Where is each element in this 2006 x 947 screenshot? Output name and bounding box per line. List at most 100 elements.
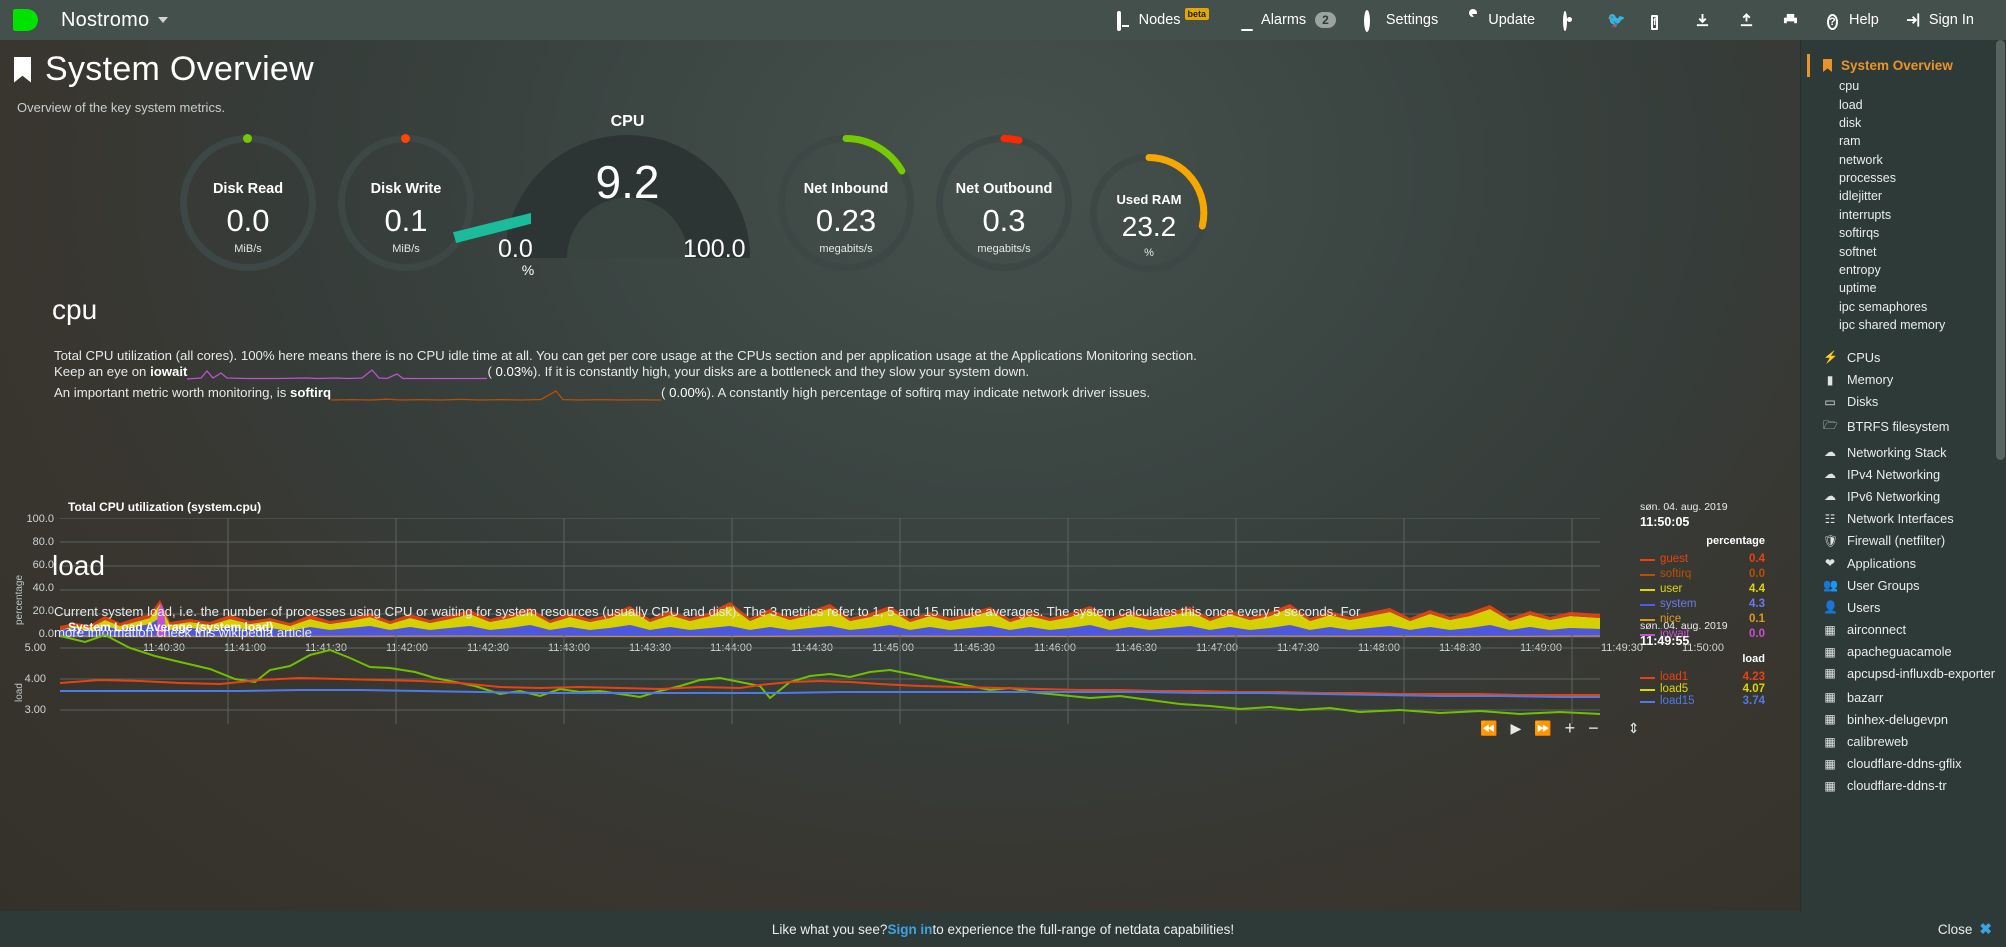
nav-nodes[interactable]: Nodes beta <box>1103 0 1225 40</box>
sidebar-item-cpus[interactable]: ⚡ CPUs <box>1801 346 2006 368</box>
nav-settings[interactable]: Settings <box>1350 0 1452 40</box>
sidebar-item-network-interfaces[interactable]: ☷ Network Interfaces <box>1801 508 2006 530</box>
nav-twitter[interactable]: 🐦 <box>1593 0 1637 40</box>
legend-series-value: 0.1 <box>1749 613 1765 625</box>
netdata-logo-icon[interactable] <box>9 3 43 37</box>
resize-icon[interactable]: ⇕ <box>1627 720 1640 736</box>
sidebar-item-ipv4[interactable]: ☁ IPv4 Networking <box>1801 463 2006 485</box>
sidebar-scrollbar[interactable] <box>1996 40 2005 460</box>
sidebar-item-applications[interactable]: ❤ Applications <box>1801 552 2006 574</box>
nav-github[interactable] <box>1549 0 1593 40</box>
cpu-legend-time: 11:50:05 <box>1640 515 1690 529</box>
sidebar-item-airconnect[interactable]: ▦ airconnect <box>1801 619 2006 641</box>
zoom-out-icon[interactable]: − <box>1588 718 1599 738</box>
legend-row-load5[interactable]: load5 4.07 <box>1640 683 1765 696</box>
gauge-net-inbound[interactable]: Net Inbound 0.23 megabits/s <box>778 135 914 271</box>
sidebar-item-ipc-semaphores[interactable]: ipc semaphores <box>1839 299 1928 314</box>
nav-import[interactable] <box>1681 0 1725 40</box>
legend-row-iowait[interactable]: iowait 0.0 <box>1640 628 1765 641</box>
zoom-in-icon[interactable]: + <box>1564 718 1576 738</box>
banner-signin-link[interactable]: Sign in <box>887 921 933 937</box>
nav-update[interactable]: Update <box>1452 0 1549 40</box>
sidebar-item-memory[interactable]: ▮ Memory <box>1801 368 2006 390</box>
gauges-row: Disk Read 0.0 MiB/s Disk Write 0.1 MiB/s… <box>0 120 1390 295</box>
sidebar-item-networking-stack[interactable]: ☁ Networking Stack <box>1801 441 2006 463</box>
gauge-ring <box>778 135 914 271</box>
sidebar-item-cpu[interactable]: cpu <box>1839 79 1860 94</box>
sidebar-item-load[interactable]: load <box>1839 97 1863 112</box>
sidebar-item-disk[interactable]: disk <box>1839 115 1862 130</box>
gauge-units: MiB/s <box>392 243 420 255</box>
legend-row-softirq[interactable]: softirq 0.0 <box>1640 568 1765 581</box>
gauge-disk-write[interactable]: Disk Write 0.1 MiB/s <box>338 134 474 271</box>
grid-icon: ▦ <box>1824 778 1836 793</box>
sidebar-item-ipv6[interactable]: ☁ IPv6 Networking <box>1801 485 2006 507</box>
legend-color-swatch <box>1640 677 1655 679</box>
cpu-chart[interactable]: Total CPU utilization (system.cpu) perce… <box>0 500 1790 738</box>
sidebar-item-processes[interactable]: processes <box>1839 171 1896 186</box>
host-name-dropdown[interactable]: Nostromo <box>61 9 169 32</box>
y-tick: 80.0 <box>32 536 54 548</box>
cpu-desc-2-metric: iowait <box>150 364 188 379</box>
nav-facebook[interactable]: f <box>1637 0 1681 40</box>
gauge-label: Used RAM <box>1116 192 1182 207</box>
cpu-desc-2-paren: ( <box>487 364 492 379</box>
nav-print[interactable] <box>1769 0 1813 40</box>
load-chart[interactable]: System Load Average (system.load) load 5… <box>0 620 1790 910</box>
nav-signin[interactable]: Sign In <box>1893 0 1988 40</box>
load-legend-date: søn. 04. aug. 2019 <box>1640 620 1728 632</box>
gauge-net-outbound[interactable]: Net Outbound 0.3 megabits/s <box>936 135 1072 271</box>
sidebar-item-softirqs[interactable]: softirqs <box>1839 226 1880 241</box>
banner-close-button[interactable]: Close ✖ <box>1938 920 1992 938</box>
cloud-icon: ☁ <box>1824 445 1836 460</box>
legend-row-guest[interactable]: guest 0.4 <box>1640 553 1765 566</box>
sidebar-item-network[interactable]: network <box>1839 152 1883 167</box>
facebook-icon: f <box>1651 14 1659 30</box>
sidebar-item-firewall[interactable]: 🛡 Firewall (netfilter) <box>1801 530 2006 552</box>
nav-export[interactable] <box>1725 0 1769 40</box>
sidebar-item-ipc-shared-memory[interactable]: ipc shared memory <box>1839 318 1946 333</box>
rewind-icon[interactable]: ⏪ <box>1480 720 1498 736</box>
sidebar-section-system-overview[interactable]: System Overview <box>1801 54 2006 77</box>
legend-color-swatch <box>1640 701 1655 703</box>
sidebar-item-btrfs[interactable]: 🗁 BTRFS filesystem <box>1801 413 2006 441</box>
sidebar-item-disks[interactable]: ▭ Disks <box>1801 391 2006 413</box>
help-circle-icon: ? <box>1827 13 1838 30</box>
sidebar-item-cloudflare-ddns-gflix[interactable]: ▦ cloudflare-ddns-gflix <box>1801 753 2006 775</box>
gauge-used-ram[interactable]: Used RAM 23.2 % <box>1090 154 1208 272</box>
sidebar-item-apcupsd-influxdb-exporter[interactable]: ▦ apcupsd-influxdb-exporter <box>1801 663 2006 686</box>
gauge-disk-read[interactable]: Disk Read 0.0 MiB/s <box>180 134 316 271</box>
play-icon[interactable]: ▶ <box>1510 720 1522 736</box>
sidebar-item-calibreweb[interactable]: ▦ calibreweb <box>1801 730 2006 752</box>
sidebar-item-ram[interactable]: ram <box>1839 134 1861 149</box>
download-icon <box>1695 13 1711 28</box>
sidebar-item-cloudflare-ddns-tr[interactable]: ▦ cloudflare-ddns-tr <box>1801 775 2006 797</box>
cloud-icon: ☁ <box>1824 467 1836 482</box>
shield-icon: 🛡 <box>1823 533 1839 548</box>
legend-row-nice[interactable]: nice 0.1 <box>1640 613 1765 626</box>
nav-alarms[interactable]: Alarms 2 <box>1225 0 1350 40</box>
cpu-speedometer[interactable] <box>453 135 750 260</box>
sidebar-item-label: Networking Stack <box>1847 444 1947 460</box>
legend-row-load15[interactable]: load15 3.74 <box>1640 695 1765 708</box>
sidebar-item-softnet[interactable]: softnet <box>1839 244 1877 259</box>
cpu-desc-line-3: An important metric worth monitoring, is… <box>54 382 1374 403</box>
softirq-sparkline <box>331 389 662 401</box>
sidebar-item-entropy[interactable]: entropy <box>1839 262 1881 277</box>
legend-row-system[interactable]: system 4.3 <box>1640 598 1765 611</box>
sidebar-item-label: apcupsd-influxdb-exporter <box>1847 666 1995 682</box>
fast-forward-icon[interactable]: ⏩ <box>1534 720 1552 736</box>
gauge-value: 0.23 <box>815 203 877 238</box>
sidebar-item-uptime[interactable]: uptime <box>1839 281 1877 296</box>
sidebar-item-bazarr[interactable]: ▦ bazarr <box>1801 686 2006 708</box>
sidebar-item-idlejitter[interactable]: idlejitter <box>1839 189 1883 204</box>
sidebar-item-binhex-delugevpn[interactable]: ▦ binhex-delugevpn <box>1801 708 2006 730</box>
legend-row-load1[interactable]: load1 4.23 <box>1640 671 1765 684</box>
cpu-desc-line-2: Keep an eye on iowait ( 0.03%). If it is … <box>54 361 1374 382</box>
sidebar-item-interrupts[interactable]: interrupts <box>1839 207 1892 222</box>
sidebar-item-users[interactable]: 👤 Users <box>1801 596 2006 618</box>
nav-help[interactable]: ? Help <box>1813 0 1893 40</box>
sidebar-item-apacheguacamole[interactable]: ▦ apacheguacamole <box>1801 641 2006 663</box>
sidebar-item-user-groups[interactable]: 👥 User Groups <box>1801 574 2006 596</box>
legend-row-user[interactable]: user 4.4 <box>1640 583 1765 596</box>
